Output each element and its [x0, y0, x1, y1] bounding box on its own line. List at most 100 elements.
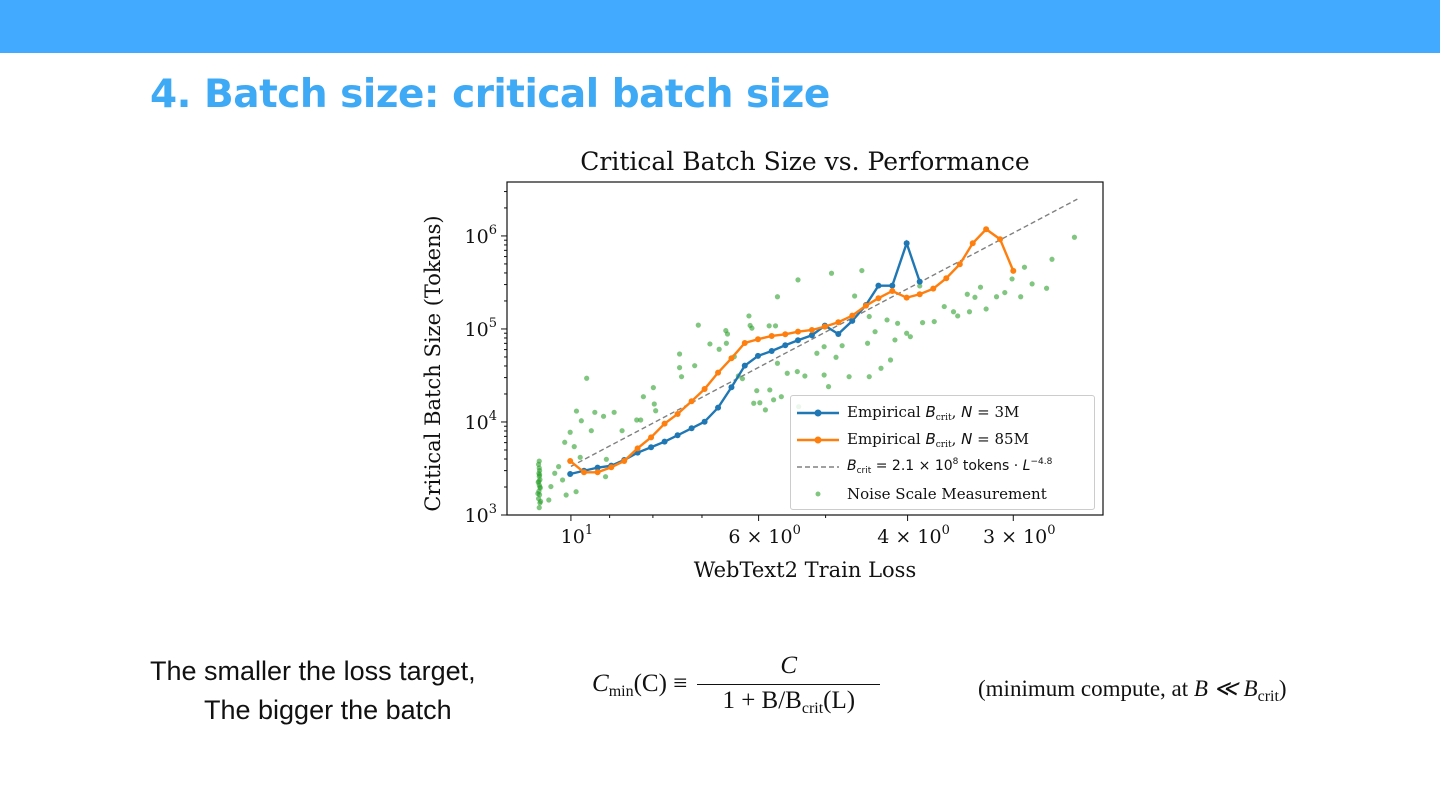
noise-scale-point	[638, 417, 644, 423]
noise-scale-point	[746, 313, 752, 319]
series-marker-85m	[794, 328, 801, 335]
noise-scale-point	[972, 294, 978, 300]
series-marker-85m	[768, 332, 775, 339]
noise-scale-point	[825, 384, 832, 390]
noise-scale-point	[784, 370, 790, 376]
noise-scale-point	[724, 331, 731, 337]
noise-scale-point	[1049, 256, 1055, 262]
series-marker-3m	[835, 330, 842, 337]
series-marker-85m	[688, 398, 695, 405]
noise-scale-point	[821, 372, 827, 378]
noise-scale-point	[814, 350, 820, 356]
legend-item-3m: Empirical Bcrit, N = 3M	[791, 399, 1094, 426]
noise-scale-point	[839, 343, 845, 349]
series-marker-85m	[701, 386, 708, 393]
series-marker-3m	[594, 464, 601, 471]
series-marker-85m	[903, 294, 910, 301]
noise-scale-point	[878, 365, 884, 371]
noise-scale-point	[536, 478, 542, 484]
series-marker-85m	[969, 240, 976, 247]
series-marker-85m	[634, 445, 641, 452]
noise-scale-point	[977, 284, 984, 290]
noise-scale-point	[538, 498, 544, 505]
noise-scale-point	[716, 346, 722, 352]
series-marker-3m	[688, 425, 695, 432]
x-tick-label: 4 × 100	[877, 523, 950, 548]
noise-scale-point	[828, 270, 835, 276]
series-marker-85m	[916, 291, 923, 298]
noise-scale-point	[766, 323, 772, 329]
series-marker-85m	[956, 261, 963, 268]
series-marker-3m	[715, 404, 722, 411]
plot-frame	[506, 181, 1104, 516]
noise-scale-point	[559, 477, 566, 483]
series-marker-3m	[728, 384, 735, 391]
noise-scale-point	[695, 322, 701, 328]
noise-scale-point	[634, 417, 640, 423]
noise-scale-point	[536, 505, 542, 511]
noise-scale-point	[964, 291, 970, 297]
noise-scale-point	[619, 428, 625, 434]
noise-scale-point	[537, 484, 543, 490]
noise-scale-point	[950, 309, 957, 315]
noise-scale-point	[640, 394, 646, 400]
noise-scale-point	[887, 357, 894, 363]
chart-title: Critical Batch Size vs. Performance	[580, 147, 1029, 176]
series-marker-85m	[661, 420, 668, 427]
chart-legend: Empirical Bcrit, N = 3M Empirical Bcrit,…	[790, 395, 1095, 510]
formula-fraction: C 1 + B/Bcrit(L)	[697, 652, 881, 718]
noise-scale-point	[603, 456, 609, 462]
y-tick-label: 105	[465, 316, 497, 341]
noise-scale-point	[562, 439, 568, 445]
noise-scale-point	[852, 293, 858, 299]
x-axis-label: WebText2 Train Loss	[694, 558, 917, 582]
series-marker-85m	[808, 326, 815, 333]
noise-scale-point	[588, 428, 594, 434]
noise-scale-point	[546, 497, 552, 503]
noise-scale-point	[754, 388, 760, 394]
series-marker-3m	[701, 418, 708, 425]
noise-scale-point	[602, 474, 609, 480]
series-marker-85m	[930, 285, 937, 292]
noise-scale-point	[802, 373, 808, 379]
noise-scale-point	[762, 407, 768, 413]
series-marker-3m	[916, 278, 923, 285]
formula-note: (minimum compute, at B ≪ Bcrit)	[978, 676, 1287, 705]
noise-scale-point	[573, 489, 579, 495]
noise-scale-point	[895, 320, 901, 326]
legend-item-noise: Noise Scale Measurement	[791, 480, 1094, 507]
series-marker-85m	[567, 457, 574, 464]
noise-scale-point	[821, 344, 827, 350]
y-tick-label: 104	[465, 409, 497, 434]
series-marker-85m	[674, 410, 681, 417]
noise-scale-point	[859, 267, 865, 274]
noise-scale-point	[751, 400, 757, 406]
series-marker-85m	[581, 469, 588, 476]
y-tick-label: 106	[465, 223, 497, 248]
series-marker-3m	[808, 332, 815, 339]
noise-scale-point	[884, 317, 890, 323]
series-marker-85m	[715, 369, 722, 376]
noise-scale-point	[772, 323, 779, 329]
noise-scale-point	[567, 429, 573, 435]
noise-scale-point	[778, 394, 784, 400]
legend-item-fit: Bcrit = 2.1 × 108 tokens · L−4.8	[791, 453, 1094, 480]
noise-scale-point	[651, 401, 657, 407]
series-marker-3m	[782, 342, 789, 349]
caption-line-2: The bigger the batch	[204, 695, 452, 725]
noise-scale-point	[552, 470, 558, 476]
noise-scale-point	[919, 320, 926, 326]
noise-scale-point	[723, 340, 729, 346]
series-marker-85m	[621, 457, 628, 464]
noise-scale-point	[1071, 234, 1078, 240]
noise-scale-point	[611, 409, 617, 415]
noise-scale-point	[931, 318, 937, 325]
series-marker-85m	[943, 275, 950, 282]
noise-scale-point	[983, 306, 989, 312]
noise-scale-point	[866, 313, 872, 320]
noise-scale-point	[917, 283, 923, 289]
noise-scale-point	[692, 363, 698, 369]
noise-scale-point	[536, 458, 542, 464]
noise-scale-point	[650, 385, 656, 391]
noise-scale-point	[536, 472, 543, 478]
